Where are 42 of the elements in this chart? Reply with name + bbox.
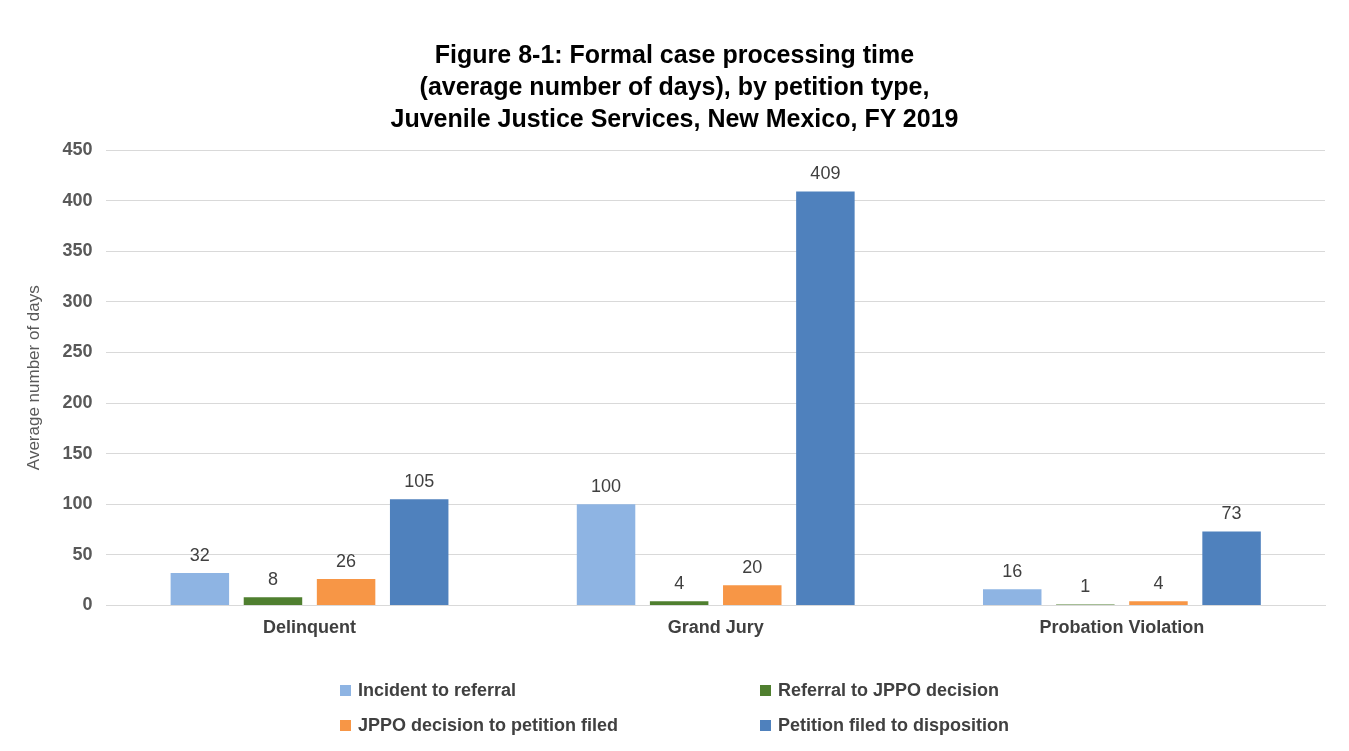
bar (796, 191, 855, 605)
y-tick-label: 250 (62, 341, 93, 362)
y-tick-label: 350 (62, 240, 93, 261)
x-tick-label: Grand Jury (667, 617, 764, 638)
bar (649, 601, 709, 605)
bar (1129, 601, 1188, 605)
y-tick-label: 100 (62, 493, 93, 514)
y-axis-title: Average number of days (23, 285, 43, 471)
bar (316, 579, 376, 605)
bar (982, 589, 1042, 605)
bar (170, 573, 230, 605)
data-label: 1 (1080, 576, 1091, 597)
y-tick-label: 400 (62, 189, 93, 210)
y-tick-label: 450 (62, 138, 93, 159)
data-label: 8 (267, 569, 278, 590)
data-label: 4 (1153, 573, 1164, 594)
legend-label: Petition filed to disposition (777, 715, 1010, 736)
legend-label: Incident to referral (357, 680, 518, 701)
bar (389, 499, 449, 605)
data-label: 16 (1002, 561, 1023, 582)
x-tick-label: Probation Violation (1039, 617, 1205, 638)
data-label: 32 (189, 544, 210, 565)
data-label: 409 (810, 163, 841, 184)
y-tick-label: 50 (72, 543, 93, 564)
y-tick-label: 200 (62, 391, 93, 412)
legend-label: Referral to JPPO decision (777, 680, 1001, 701)
bar (576, 504, 636, 605)
data-label: 105 (404, 471, 435, 492)
data-label: 20 (742, 557, 763, 578)
data-label: 4 (674, 573, 685, 594)
y-tick-label: 0 (82, 594, 93, 615)
data-label: 100 (591, 476, 622, 497)
legend-label: JPPO decision to petition filed (357, 715, 620, 736)
data-label: 73 (1221, 503, 1242, 524)
chart-title: Figure 8-1: Formal case processing time (average number of days), by petition type, Juvenile Justice Services, New Mexico, FY 2019 (389, 39, 960, 134)
bar (723, 585, 782, 605)
bar (1202, 531, 1261, 605)
bar (243, 597, 303, 605)
x-tick-label: Delinquent (263, 617, 357, 638)
data-label: 26 (336, 551, 357, 572)
y-tick-label: 150 (62, 442, 93, 463)
y-tick-label: 300 (62, 290, 93, 311)
